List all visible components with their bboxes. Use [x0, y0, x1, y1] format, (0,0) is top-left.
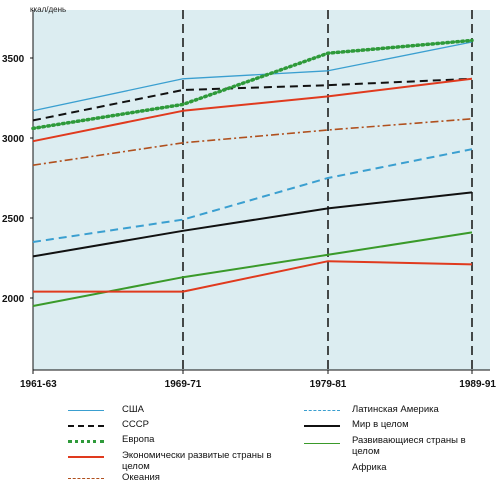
series-line-2 [31, 38, 474, 131]
x-tick-label-1969-71: 1969-71 [165, 379, 202, 390]
y-tick-label-2000: 2000 [2, 294, 25, 305]
series-line-3 [32, 77, 473, 143]
y-tick-label-2500: 2500 [2, 214, 25, 225]
x-tick-label-1989-91: 1989-91 [459, 379, 496, 390]
series-line-8 [33, 260, 473, 293]
series-line-0 [32, 41, 473, 112]
series-line-4 [32, 118, 473, 166]
series-line-1 [32, 77, 473, 122]
x-tick-label-1979-81: 1979-81 [310, 379, 347, 390]
x-tick-label-1961-63: 1961-63 [20, 379, 57, 390]
y-tick-label-3500: 3500 [2, 54, 25, 65]
series-line-5 [32, 148, 473, 243]
y-axis-label: ккал/день [30, 5, 66, 14]
plot-background [33, 10, 490, 370]
y-tick-label-3000: 3000 [2, 134, 25, 145]
plot-area: 2000 2500 3000 3500 1961-63 1969-71 1979-81 198… [2, 10, 496, 390]
series-line-6 [32, 191, 473, 258]
